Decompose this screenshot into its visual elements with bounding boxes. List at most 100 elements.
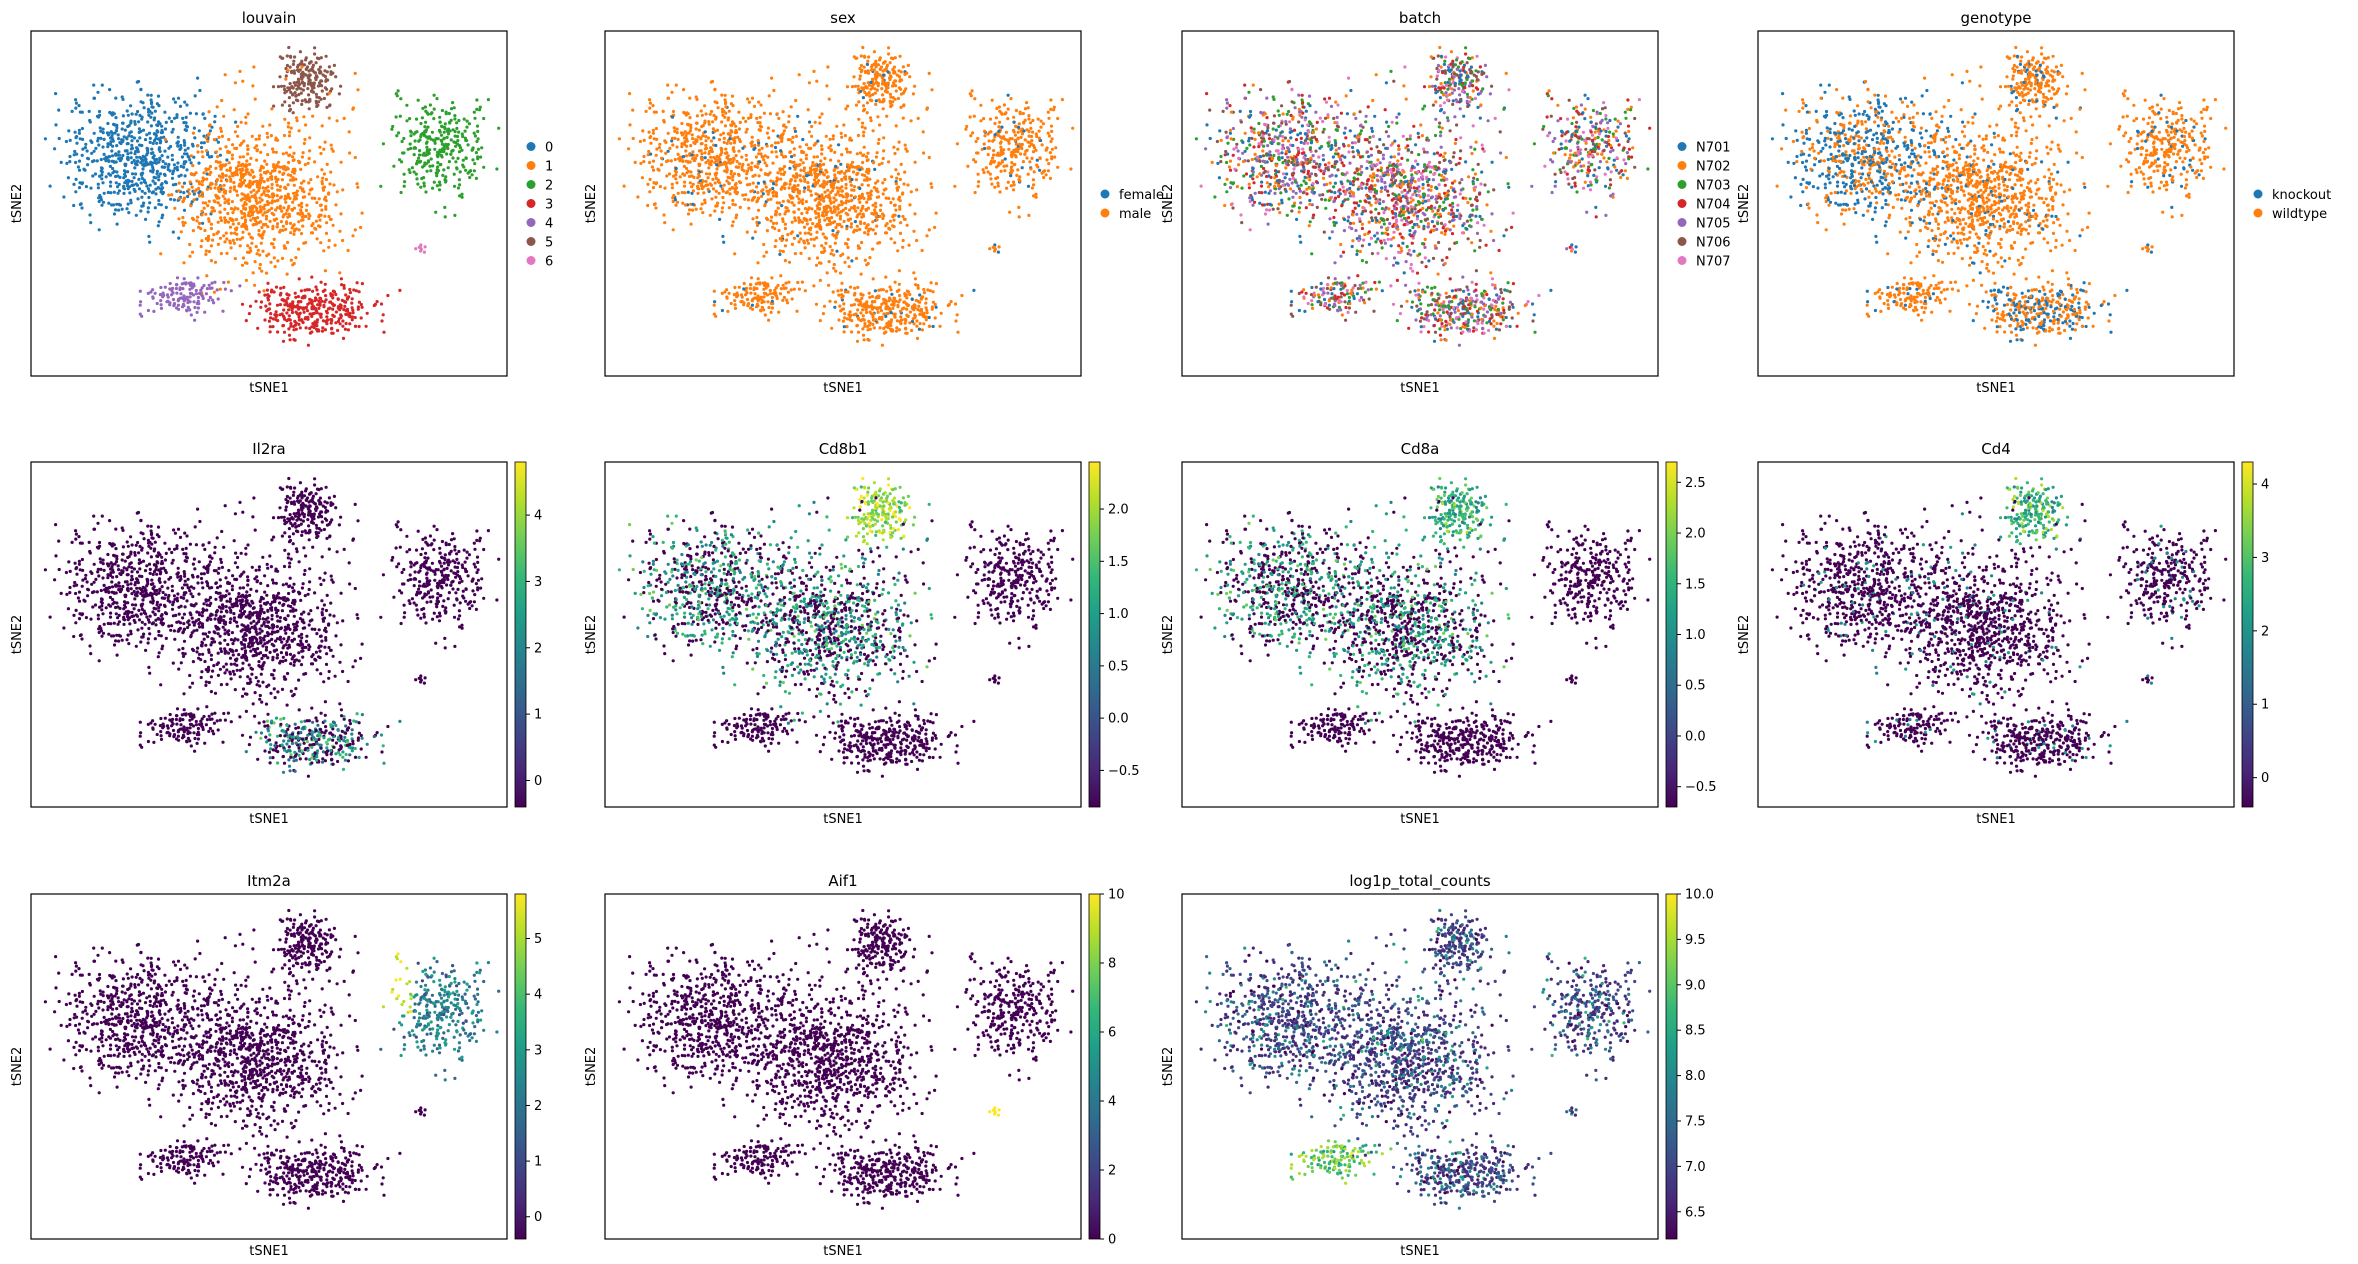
data-point [955,142,960,146]
data-point [755,200,759,204]
data-point [179,173,183,177]
data-point [203,310,207,314]
data-point [179,230,183,234]
data-point [212,233,216,237]
data-point [276,259,280,263]
data-point [300,306,305,310]
data-point [799,158,803,162]
data-point [899,221,903,225]
data-point [700,202,704,206]
data-point [848,285,853,289]
data-point [443,215,447,219]
data-point [319,296,323,301]
data-point [254,245,258,249]
data-point [821,232,825,236]
data-point [720,210,724,214]
data-point [456,139,460,143]
data-point [341,336,346,340]
data-point [766,284,770,288]
data-point [763,313,767,317]
data-point [356,305,360,309]
data-point [467,122,471,126]
data-point [716,106,720,110]
data-point [806,241,811,245]
data-point [323,328,327,332]
data-point [867,169,871,173]
data-point [848,150,852,154]
data-point [712,303,716,307]
data-point [472,169,476,173]
data-point [258,253,262,257]
data-point [137,120,141,124]
data-point [727,109,731,113]
data-point [855,172,859,176]
data-point [191,293,196,297]
data-point [708,213,712,217]
data-point [154,137,158,141]
data-point [672,126,676,130]
data-point [125,136,129,140]
data-point [265,170,269,174]
data-point [115,222,119,226]
data-point [272,245,276,249]
data-point [182,191,186,195]
data-point [706,176,710,180]
data-point [281,152,285,156]
data-point [121,97,125,101]
data-point [334,310,338,314]
data-point [832,205,836,209]
panel-title: louvain [242,9,297,27]
data-point [204,136,208,140]
data-point [259,220,263,224]
data-point [815,174,820,178]
data-point [796,183,800,187]
data-point [875,151,879,155]
data-point [294,295,298,299]
data-point [286,183,290,187]
data-point [690,133,694,137]
data-point [659,149,663,153]
data-point [868,98,873,102]
data-point [147,131,152,135]
data-point [748,283,753,287]
data-point [268,325,272,329]
data-point [883,178,887,182]
data-point [772,182,776,186]
data-point [982,142,986,146]
data-point [188,242,192,247]
data-point [874,65,878,69]
data-point [269,134,273,138]
data-point [457,150,462,154]
data-point [858,200,862,204]
data-point [156,130,160,134]
data-point [133,122,137,126]
data-point [297,203,301,207]
data-point [678,159,682,163]
data-point [1031,178,1035,182]
data-point [260,225,264,230]
data-point [792,287,796,291]
data-point [458,194,462,198]
data-point [300,188,304,192]
data-point [148,140,152,144]
data-point [192,126,196,130]
data-point [979,103,983,107]
data-point [216,201,220,205]
data-point [416,182,420,186]
data-point [905,289,910,293]
data-point [763,281,767,285]
data-point [673,157,677,162]
data-point [711,187,716,191]
data-point [445,152,449,156]
data-point [653,202,657,206]
data-point [847,313,851,317]
data-point [878,208,883,212]
data-point [278,303,282,307]
data-point [350,301,354,305]
data-point [840,153,844,157]
data-point [762,158,766,162]
data-point [852,170,856,174]
data-point [263,211,267,215]
data-point [426,112,430,116]
data-point [288,221,293,225]
